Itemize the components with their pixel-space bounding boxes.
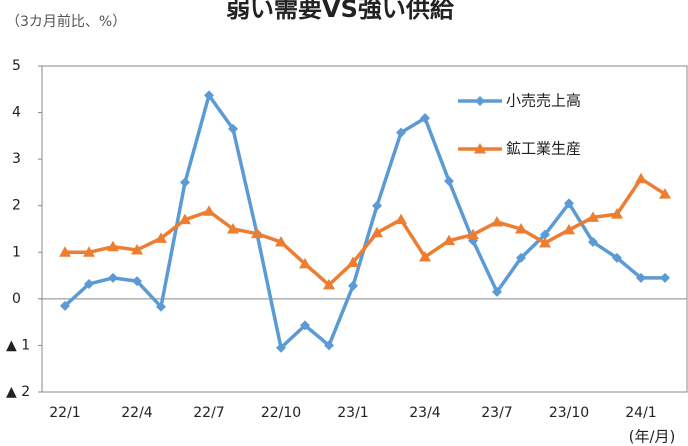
legend-marker: [474, 143, 486, 154]
point: [204, 90, 214, 101]
point: [611, 208, 623, 219]
point: [660, 272, 670, 283]
point: [516, 252, 526, 263]
plot-border: [41, 65, 688, 393]
x-tick-label: 23/7: [481, 405, 512, 421]
legend-marker: [475, 96, 485, 106]
point: [251, 227, 263, 239]
x-tick-label: 22/10: [261, 405, 301, 421]
x-tick-label: 22/7: [193, 405, 224, 421]
point: [491, 216, 503, 227]
x-tick-label: 24/1: [625, 405, 656, 421]
point: [132, 276, 142, 287]
point: [84, 278, 94, 289]
point: [228, 123, 238, 134]
point: [659, 188, 671, 199]
point: [588, 237, 598, 248]
point: [155, 232, 167, 243]
point: [540, 229, 550, 240]
point: [299, 257, 311, 269]
point: [467, 228, 479, 240]
point: [300, 320, 310, 331]
y-tick-label: ▲ 1: [6, 337, 30, 353]
y-tick-label: 0: [12, 291, 21, 307]
point: [348, 280, 358, 291]
y-tick-label: 4: [12, 105, 21, 121]
x-tick-label: 23/10: [549, 405, 589, 421]
point: [396, 127, 406, 138]
point: [443, 234, 455, 246]
point: [60, 300, 70, 311]
point: [156, 301, 166, 312]
x-tick-label: 23/4: [409, 405, 441, 421]
point: [323, 278, 335, 290]
point: [83, 246, 95, 257]
chart-title: 弱い需要VS強い供給: [226, 0, 455, 23]
point: [564, 198, 574, 209]
point: [324, 340, 334, 351]
y-tick-label: ▲ 2: [6, 384, 30, 400]
point: [203, 205, 215, 216]
point: [587, 211, 599, 222]
point: [372, 200, 382, 211]
point: [108, 272, 118, 283]
y-tick-label: 2: [12, 198, 21, 214]
point: [420, 113, 430, 124]
point: [227, 223, 239, 234]
x-tick-label: 23/1: [337, 405, 368, 421]
point: [444, 176, 454, 187]
x-unit: (年/月): [629, 428, 676, 446]
legend-label: 小売売上高: [506, 92, 581, 110]
point: [180, 177, 190, 188]
point: [371, 226, 383, 238]
series-line: [65, 176, 666, 287]
point: [395, 213, 407, 225]
subtitle: （3カ月前比、%）: [6, 13, 126, 30]
point: [563, 223, 575, 235]
point: [492, 286, 502, 297]
series-line: [63, 93, 665, 350]
point: [59, 246, 71, 257]
x-tick-label: 22/1: [49, 405, 80, 421]
point: [107, 240, 119, 252]
point: [131, 243, 143, 255]
point: [179, 213, 191, 225]
point: [347, 256, 359, 268]
x-tick-label: 22/4: [121, 405, 153, 421]
legend-label: 鉱工業生産: [506, 140, 581, 158]
point: [515, 223, 527, 234]
point: [635, 172, 647, 184]
point: [275, 236, 287, 247]
point: [276, 342, 286, 353]
point: [636, 272, 646, 283]
y-tick-label: 3: [12, 151, 21, 167]
y-tick-label: 5: [12, 58, 21, 74]
point: [539, 236, 551, 248]
point: [419, 250, 431, 262]
point: [612, 252, 622, 263]
y-tick-label: 1: [12, 244, 21, 260]
